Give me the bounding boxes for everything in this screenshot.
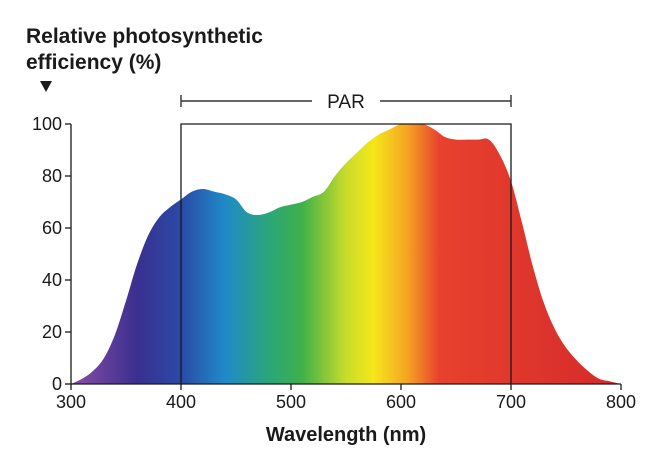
y-tick-label: 20 [42, 322, 62, 342]
y-tick-label: 60 [42, 218, 62, 238]
x-tick-label: 300 [56, 392, 86, 412]
x-tick-label: 600 [386, 392, 416, 412]
y-tick-label: 80 [42, 166, 62, 186]
par-box [180, 123, 512, 384]
y-axis-label-line-2: efficiency (%) [26, 51, 162, 74]
y-axis-label-line-1: Relative photosynthetic [26, 25, 263, 48]
y-tick-label: 40 [42, 270, 62, 290]
x-tick-label: 500 [276, 392, 306, 412]
y-tick-label: 0 [52, 374, 62, 394]
par-label: PAR [327, 92, 365, 113]
x-tick-label: 400 [166, 392, 196, 412]
down-arrow-icon [40, 81, 52, 92]
y-axis-label: Relative photosynthetic efficiency (%) [26, 24, 263, 76]
x-tick-label: 800 [606, 392, 636, 412]
efficiency-area [71, 123, 621, 384]
y-tick-label: 100 [32, 114, 62, 134]
x-tick-label: 700 [496, 392, 526, 412]
x-axis-label: Wavelength (nm) [266, 424, 426, 446]
